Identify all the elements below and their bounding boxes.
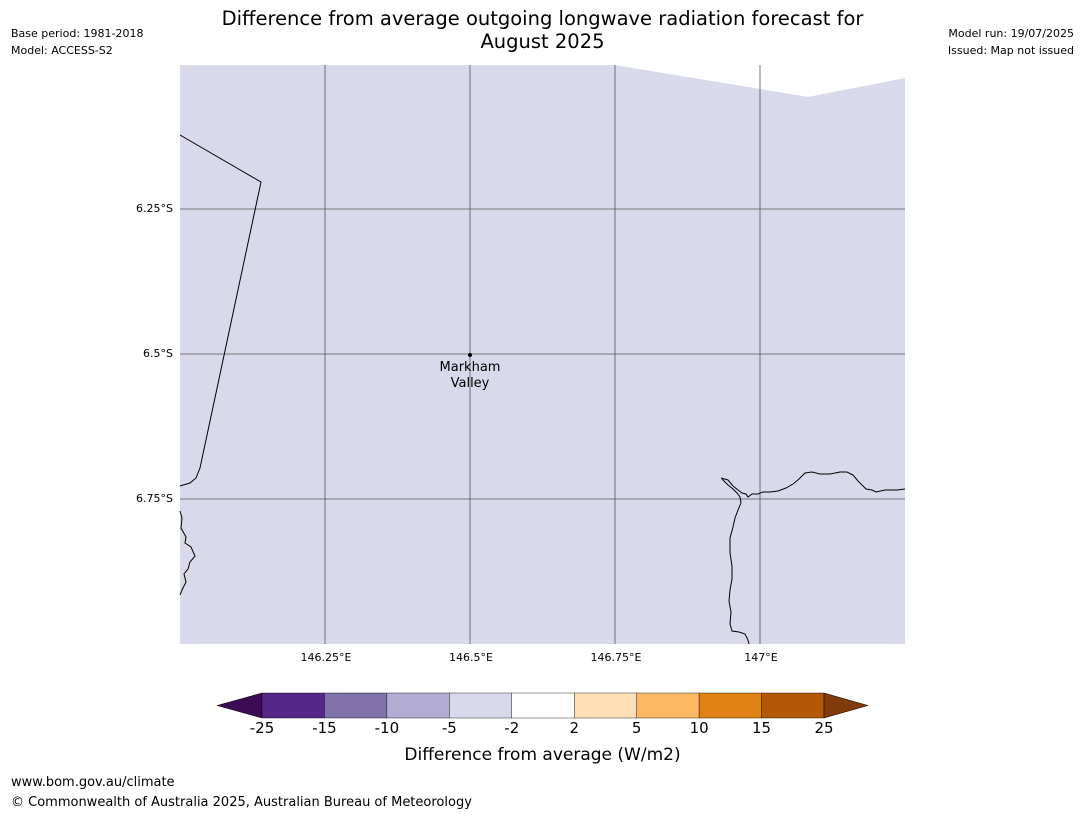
metadata-right: Model run: 19/07/2025 Issued: Map not is…	[948, 25, 1074, 59]
coastline-river	[721, 478, 750, 645]
colorbar-bin	[511, 692, 575, 719]
lat-tick-label: 6.5°S	[143, 347, 173, 360]
issued-text: Issued: Map not issued	[947, 44, 1074, 57]
location-name-line-1: Markham	[439, 360, 501, 375]
colorbar-tick-label: -10	[374, 719, 400, 737]
map-title: Difference from average outgoing longwav…	[180, 7, 905, 53]
colorbar-tick-label: -25	[249, 719, 275, 737]
colorbar-bin	[449, 692, 512, 719]
graticule	[180, 65, 905, 644]
model-run-text: Model run: 19/07/2025	[948, 27, 1074, 40]
colorbar-tick-label: -15	[312, 719, 337, 737]
lat-tick-label: 6.25°S	[136, 202, 173, 215]
colorbar-bins	[261, 692, 825, 719]
footer-copyright: © Commonwealth of Australia 2025, Austra…	[11, 795, 472, 810]
colorbar-bin	[261, 692, 325, 719]
lon-tick-label: 146.5°E	[449, 651, 493, 664]
coastline-east	[720, 471, 906, 498]
location-marker	[468, 353, 472, 357]
colorbar-tick-label: -5	[441, 719, 457, 737]
lon-tick-label: 146.75°E	[590, 651, 642, 664]
colorbar-bin	[698, 692, 762, 719]
colorbar-tick-label: 5	[631, 719, 642, 737]
colorbar-bin	[324, 692, 388, 719]
colorbar-tick-label: 2	[569, 719, 579, 737]
coastline-west	[179, 510, 196, 596]
colorbar-bin	[636, 692, 700, 719]
metadata-left: Base period: 1981-2018 Model: ACCESS-S2	[11, 25, 143, 59]
colorbar-bin	[386, 692, 450, 719]
colorbar-tick-label: -2	[504, 719, 520, 737]
colorbar-bin	[574, 692, 637, 719]
colorbar-over-arrow	[823, 692, 869, 719]
colorbar-label: Difference from average (W/m2)	[404, 745, 681, 765]
base-period-text: Base period: 1981-2018	[11, 27, 144, 40]
lon-tick-label: 147°E	[744, 651, 778, 664]
lon-tick-label: 146.25°E	[300, 651, 352, 664]
province-boundary	[179, 134, 262, 487]
title-line-2: August 2025	[480, 30, 605, 53]
location-label: Markham Valley	[420, 360, 520, 392]
colorbar-tick-label: 10	[689, 719, 709, 737]
title-line-1: Difference from average outgoing longwav…	[221, 7, 864, 30]
footer-url[interactable]: www.bom.gov.au/climate	[11, 775, 175, 790]
lat-tick-label: 6.75°S	[136, 492, 173, 505]
colorbar-tick-label: 25	[814, 719, 834, 737]
model-text: Model: ACCESS-S2	[11, 44, 113, 57]
location-name-line-2: Valley	[450, 376, 490, 391]
colorbar-tick-label: 15	[752, 719, 772, 737]
colorbar-bin	[761, 692, 825, 719]
colorbar-under-arrow	[216, 692, 263, 719]
